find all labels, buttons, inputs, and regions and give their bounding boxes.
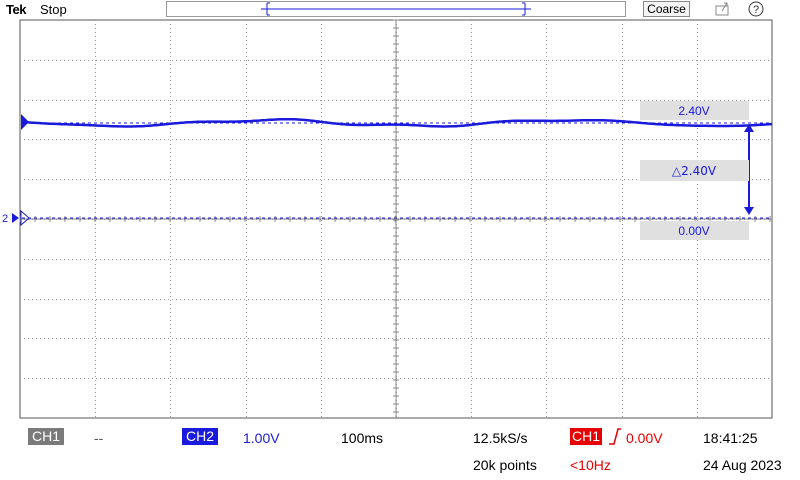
cursor-a-readout: 2.40V bbox=[678, 104, 709, 118]
ch2-ground-marker-icon[interactable] bbox=[12, 213, 19, 223]
delta-arrow-down-icon bbox=[744, 207, 754, 215]
clock-date: 24 Aug 2023 bbox=[703, 457, 782, 473]
graticule-grid bbox=[19, 19, 772, 418]
cursor-a-handle-icon[interactable] bbox=[21, 114, 29, 130]
ch2-badge[interactable]: CH2 bbox=[182, 428, 218, 445]
brand-logo: Tek bbox=[6, 2, 26, 17]
coarse-button[interactable]: Coarse bbox=[643, 1, 690, 17]
ch2-scale[interactable]: 1.00V bbox=[243, 430, 280, 446]
delta-arrow-up-icon bbox=[744, 124, 754, 132]
record-view-bar[interactable] bbox=[166, 1, 626, 17]
waveform-display[interactable]: 2 2.40V △2.40V 0.00V bbox=[0, 0, 800, 420]
save-icon[interactable] bbox=[712, 0, 732, 18]
ch1-value: -- bbox=[94, 430, 104, 446]
sample-rate: 12.5kS/s bbox=[473, 430, 528, 446]
help-icon[interactable]: ? bbox=[746, 0, 766, 18]
clock-time: 18:41:25 bbox=[703, 430, 758, 446]
ch2-marker-label: 2 bbox=[2, 213, 8, 225]
cursor-delta-readout: △2.40V bbox=[672, 164, 717, 178]
record-view-bracket-icon bbox=[261, 2, 531, 16]
timebase[interactable]: 100ms bbox=[341, 430, 384, 446]
trigger-source-badge[interactable]: CH1 bbox=[570, 428, 602, 445]
cursor-delta-readout-box bbox=[640, 160, 749, 181]
cursor-b-handle-icon[interactable] bbox=[20, 209, 30, 227]
record-length: 20k points bbox=[473, 457, 537, 473]
cursor-b-readout: 0.00V bbox=[678, 224, 709, 238]
svg-text:?: ? bbox=[753, 4, 759, 16]
trigger-level[interactable]: 0.00V bbox=[626, 430, 663, 446]
top-bar: Tek Stop Coarse ? bbox=[0, 0, 800, 20]
trigger-frequency: <10Hz bbox=[570, 457, 611, 473]
cursor-b-readout-box bbox=[640, 221, 749, 240]
ch1-badge[interactable]: CH1 bbox=[28, 428, 64, 445]
cursor-a-readout-box bbox=[640, 101, 749, 120]
acquisition-state[interactable]: Stop bbox=[40, 2, 67, 17]
trigger-slope-rising-icon bbox=[609, 428, 621, 445]
